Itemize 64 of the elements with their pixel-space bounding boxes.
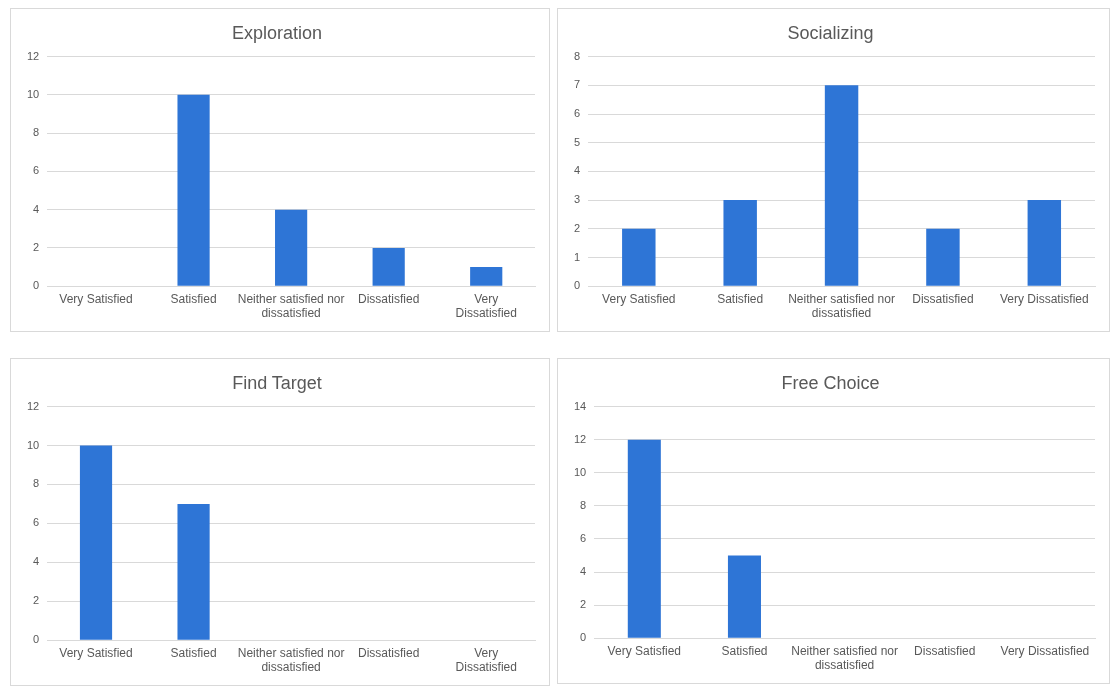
x-tick-label: Neither satisfied nor dissatisfied bbox=[791, 643, 898, 673]
y-tick-label: 0 bbox=[580, 631, 587, 644]
x-tick-label: Dissatisfied bbox=[357, 645, 420, 660]
bar bbox=[372, 247, 405, 286]
bar bbox=[723, 200, 757, 286]
x-tick-label: Very Dissatisfied bbox=[1000, 643, 1090, 658]
y-tick-label: 10 bbox=[26, 438, 40, 451]
chart-title: Socializing bbox=[787, 22, 874, 43]
chart-title: Free Choice bbox=[781, 372, 880, 393]
y-tick-label: 3 bbox=[573, 193, 581, 206]
y-tick-label: 6 bbox=[33, 164, 40, 177]
chart-title: Find Target bbox=[232, 372, 322, 393]
x-tick-label: Neither satisfied nor dissatisfied bbox=[788, 291, 895, 321]
x-tick-label: Neither satisfied nor dissatisfied bbox=[237, 291, 345, 321]
y-tick-label: 14 bbox=[573, 399, 587, 412]
x-tick-label: Very Satisfied bbox=[59, 645, 133, 660]
y-tick-label: 4 bbox=[33, 555, 40, 568]
y-tick-label: 0 bbox=[33, 279, 40, 292]
y-tick-label: 4 bbox=[33, 202, 40, 215]
bar bbox=[275, 209, 308, 286]
bar bbox=[177, 94, 210, 286]
y-tick-label: 7 bbox=[573, 78, 581, 91]
y-tick-label: 6 bbox=[580, 531, 587, 544]
x-tick-label: Very Satisfied bbox=[602, 291, 676, 306]
x-tick-label: Dissatisfied bbox=[357, 291, 420, 306]
y-tick-label: 10 bbox=[26, 87, 40, 100]
y-tick-label: 8 bbox=[33, 126, 40, 139]
chart-title: Exploration bbox=[231, 22, 323, 43]
y-tick-label: 4 bbox=[573, 164, 581, 177]
y-tick-label: 6 bbox=[573, 107, 581, 120]
bar bbox=[470, 267, 503, 286]
y-tick-label: 2 bbox=[580, 598, 587, 611]
y-tick-label: 0 bbox=[573, 279, 581, 292]
y-tick-label: 6 bbox=[33, 516, 40, 529]
x-tick-label: Very Dissatisfied bbox=[999, 291, 1089, 306]
y-tick-label: 0 bbox=[33, 633, 40, 646]
bar bbox=[824, 85, 859, 286]
x-tick-label: Satisfied bbox=[721, 643, 768, 658]
y-tick-label: 12 bbox=[26, 399, 40, 412]
bar bbox=[926, 228, 960, 286]
x-tick-label: Dissatisfied bbox=[912, 291, 974, 306]
x-tick-label: Satisfied bbox=[170, 291, 217, 306]
x-tick-label: Satisfied bbox=[717, 291, 764, 306]
y-tick-label: 10 bbox=[573, 465, 587, 478]
x-tick-label: Neither satisfied nor dissatisfied bbox=[237, 645, 345, 675]
bar bbox=[1027, 200, 1062, 286]
y-tick-label: 2 bbox=[33, 594, 40, 607]
y-tick-label: 2 bbox=[573, 221, 581, 234]
y-tick-label: 12 bbox=[573, 432, 587, 445]
x-tick-label: Satisfied bbox=[170, 645, 217, 660]
y-tick-label: 5 bbox=[573, 135, 581, 148]
y-tick-label: 4 bbox=[580, 565, 587, 578]
x-tick-label: Very Dissatisfied bbox=[455, 645, 517, 675]
y-tick-label: 1 bbox=[573, 250, 581, 263]
x-tick-label: Very Satisfied bbox=[59, 291, 133, 306]
y-tick-label: 8 bbox=[573, 49, 581, 62]
x-tick-label: Very Dissatisfied bbox=[455, 291, 517, 321]
x-tick-label: Very Satisfied bbox=[607, 643, 681, 658]
y-tick-label: 8 bbox=[580, 498, 587, 511]
y-tick-label: 2 bbox=[33, 240, 40, 253]
x-tick-label: Dissatisfied bbox=[914, 643, 976, 658]
y-tick-label: 12 bbox=[26, 49, 40, 62]
bar bbox=[622, 228, 656, 286]
y-tick-label: 8 bbox=[33, 477, 40, 490]
